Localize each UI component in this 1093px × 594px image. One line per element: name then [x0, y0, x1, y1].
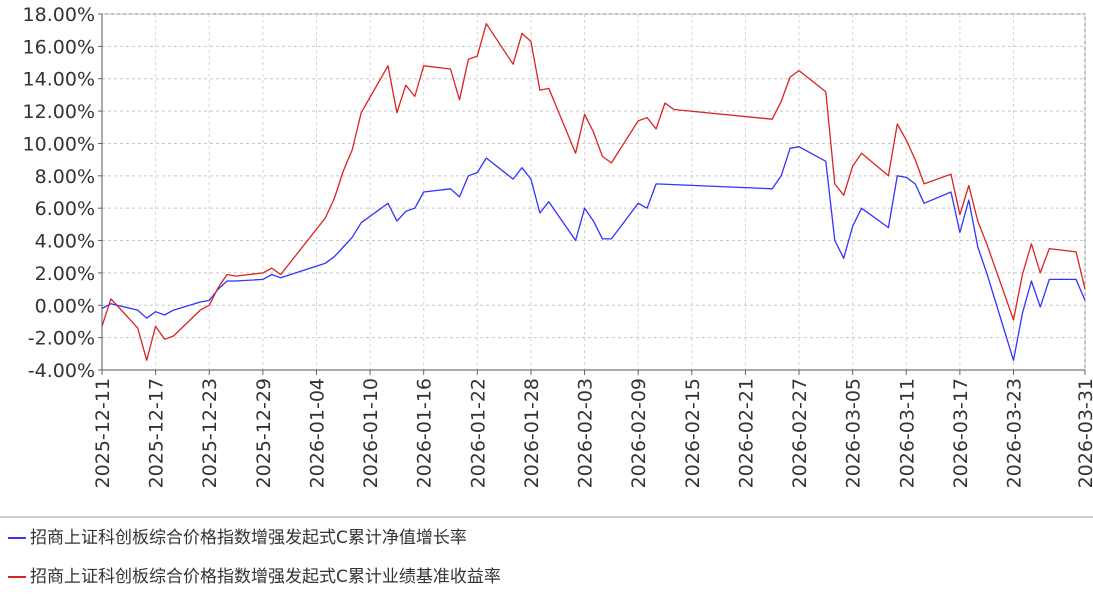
y-tick-label: -4.00%: [28, 360, 95, 382]
x-tick-label: 2025-12-23: [199, 378, 221, 488]
y-tick-label: 14.00%: [23, 69, 95, 91]
series-line-benchmark: [101, 23, 1086, 361]
x-tick-label: 2025-12-11: [92, 378, 114, 488]
x-tick-label: 2026-01-28: [521, 378, 543, 488]
x-tick-label: 2026-03-23: [1004, 378, 1026, 488]
y-tick-label: 10.00%: [23, 133, 95, 155]
x-tick-label: 2026-02-21: [735, 378, 757, 488]
legend-item-nav-growth: 招商上证科创板综合价格指数增强发起式C累计净值增长率: [8, 527, 467, 549]
x-tick-label: 2025-12-17: [146, 378, 168, 488]
x-tick-label: 2026-03-05: [843, 378, 865, 488]
x-tick-label: 2026-01-16: [414, 378, 436, 488]
legend-label-nav-growth: 招商上证科创板综合价格指数增强发起式C累计净值增长率: [30, 528, 467, 548]
y-tick-label: 2.00%: [35, 263, 95, 285]
plot-area: [101, 13, 1086, 371]
y-tick-label: 6.00%: [35, 198, 95, 220]
x-tick-label: 2026-03-31: [1075, 378, 1093, 488]
y-tick-label: 16.00%: [23, 36, 95, 58]
y-tick-label: 8.00%: [35, 166, 95, 188]
x-tick-label: 2026-02-15: [682, 378, 704, 488]
y-tick-label: -2.00%: [28, 328, 95, 350]
x-tick-label: 2026-03-17: [950, 378, 972, 488]
x-tick-label: 2026-02-09: [628, 378, 650, 488]
x-tick-label: 2026-01-10: [360, 378, 382, 488]
x-tick-label: 2025-12-29: [253, 378, 275, 488]
series-line-nav-growth: [101, 146, 1086, 361]
legend-item-benchmark: 招商上证科创板综合价格指数增强发起式C累计业绩基准收益率: [8, 566, 501, 588]
legend-swatch-red: [8, 576, 26, 578]
y-tick-label: 0.00%: [35, 295, 95, 317]
x-tick-label: 2026-03-11: [896, 378, 918, 488]
legend-label-benchmark: 招商上证科创板综合价格指数增强发起式C累计业绩基准收益率: [30, 567, 501, 587]
y-tick-label: 12.00%: [23, 101, 95, 123]
x-tick-label: 2026-01-22: [467, 378, 489, 488]
y-tick-label: 18.00%: [23, 4, 95, 26]
x-tick-label: 2026-02-27: [789, 378, 811, 488]
x-tick-label: 2026-01-04: [306, 378, 328, 488]
legend-swatch-blue: [8, 537, 26, 539]
y-tick-label: 4.00%: [35, 231, 95, 253]
x-tick-label: 2026-02-03: [575, 378, 597, 488]
